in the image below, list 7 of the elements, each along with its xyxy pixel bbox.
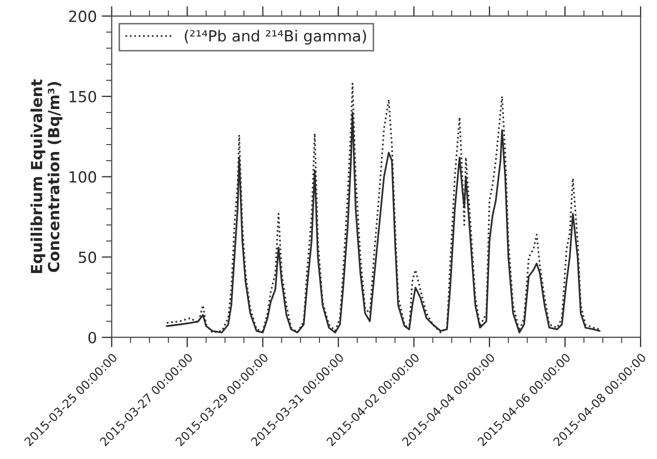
legend-label: (²¹⁴Pb and ²¹⁴Bi gamma) [184,30,366,45]
y-tick-label: 200 [69,10,96,22]
y-axis-title: Equilibrium Equivalent Concentration (Bq/m³) [30,79,62,273]
y-tick-label: 100 [70,171,96,183]
y-tick-label: 150 [70,90,96,102]
y-tick-label: 0 [88,332,96,344]
y-tick-label: 50 [78,252,96,264]
